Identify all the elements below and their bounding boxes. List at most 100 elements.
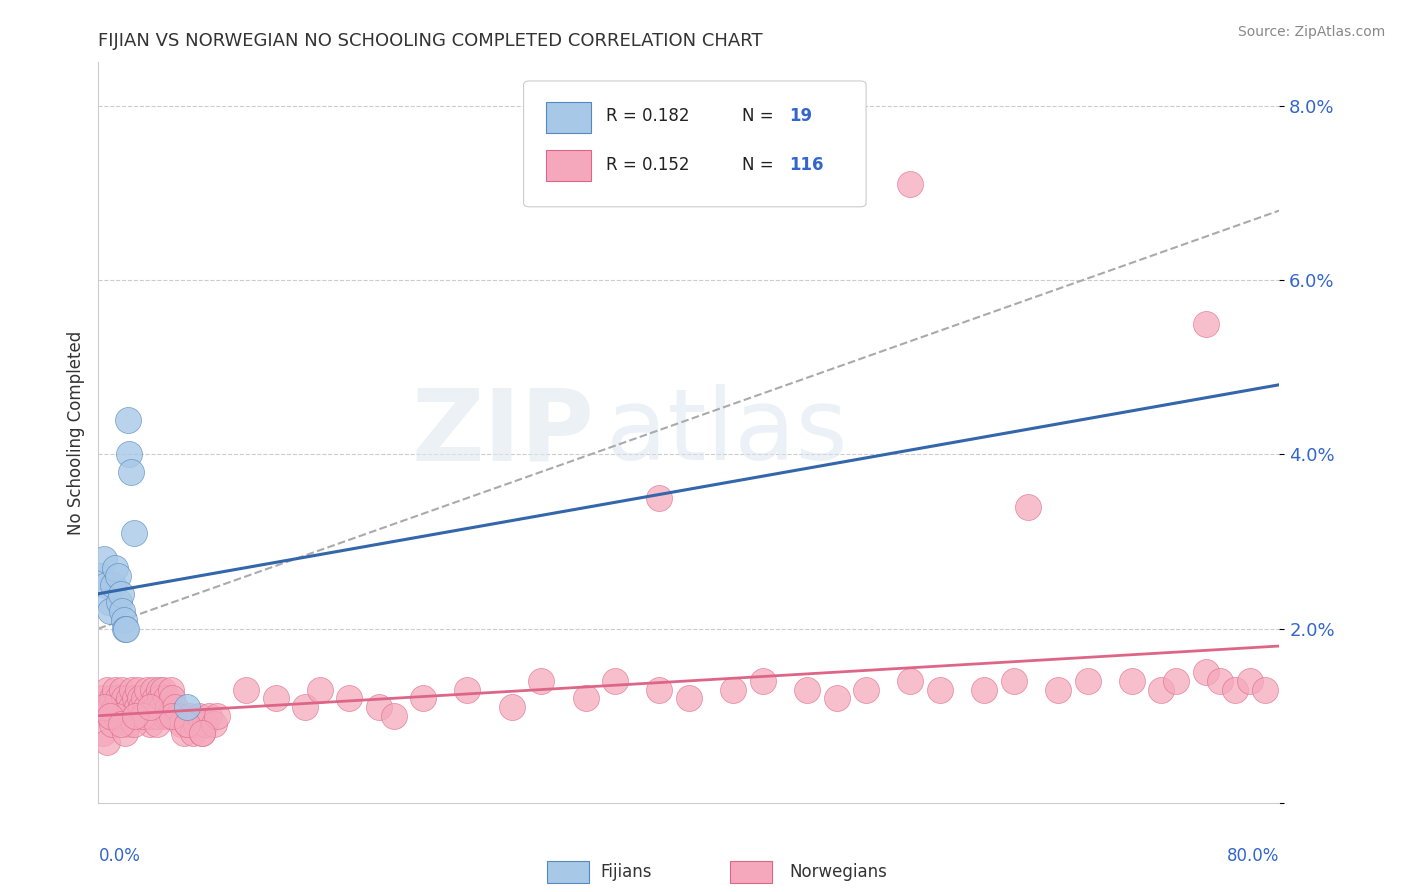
Point [1121, 673, 1143, 688]
Point [122, 525, 145, 540]
Point [141, 708, 163, 723]
Text: R = 0.152: R = 0.152 [606, 155, 690, 174]
Point [153, 708, 176, 723]
Text: R = 0.182: R = 0.182 [606, 108, 690, 126]
Point [187, 708, 209, 723]
Point [176, 717, 198, 731]
Point [173, 726, 195, 740]
Point [115, 622, 138, 636]
Point [202, 717, 225, 731]
Point [139, 700, 162, 714]
Text: atlas: atlas [606, 384, 848, 481]
Point [94, 700, 117, 714]
Point [118, 691, 141, 706]
Point [339, 691, 361, 706]
Point [128, 691, 150, 706]
Point [156, 700, 179, 714]
Point [125, 700, 148, 714]
Point [1002, 673, 1025, 688]
Text: Fijians: Fijians [600, 863, 652, 880]
Point [162, 691, 183, 706]
Point [152, 682, 174, 697]
Point [114, 726, 136, 740]
Point [1254, 682, 1277, 697]
Point [110, 587, 132, 601]
Point [148, 682, 170, 697]
Point [93, 700, 115, 714]
Point [132, 708, 155, 723]
Point [120, 465, 142, 479]
Point [89, 569, 111, 583]
Point [100, 691, 122, 706]
Point [1018, 500, 1040, 514]
FancyBboxPatch shape [523, 81, 866, 207]
Point [575, 691, 598, 706]
Point [159, 682, 181, 697]
Point [309, 682, 332, 697]
Point [139, 717, 162, 731]
Point [94, 578, 117, 592]
Point [110, 717, 132, 731]
Point [1239, 673, 1261, 688]
Point [96, 682, 118, 697]
Point [97, 708, 120, 723]
Text: ZIP: ZIP [412, 384, 595, 481]
Point [129, 700, 152, 714]
Point [143, 691, 166, 706]
Point [118, 447, 141, 461]
Point [648, 682, 671, 697]
Point [723, 682, 745, 697]
Point [104, 700, 127, 714]
Point [105, 708, 128, 723]
Point [112, 613, 135, 627]
Point [96, 735, 118, 749]
Point [191, 726, 214, 740]
Point [98, 708, 121, 723]
Point [142, 682, 165, 697]
Point [132, 708, 155, 723]
Point [136, 682, 159, 697]
Point [150, 700, 173, 714]
Point [124, 708, 146, 723]
Point [91, 691, 114, 706]
Point [107, 569, 129, 583]
Point [1166, 673, 1188, 688]
Point [117, 412, 139, 426]
Point [122, 717, 145, 731]
Point [167, 708, 190, 723]
Point [235, 682, 257, 697]
Bar [730, 861, 772, 883]
Point [100, 717, 122, 731]
Point [929, 682, 952, 697]
Point [162, 708, 183, 723]
Text: 0.0%: 0.0% [98, 847, 141, 865]
Point [900, 673, 922, 688]
Point [112, 691, 135, 706]
Text: Norwegians: Norwegians [789, 863, 887, 880]
Point [107, 691, 129, 706]
Point [648, 491, 671, 505]
Point [1046, 682, 1070, 697]
Point [501, 700, 523, 714]
Text: 116: 116 [789, 155, 824, 174]
Point [900, 178, 922, 192]
Point [1195, 317, 1218, 331]
Point [115, 708, 138, 723]
Point [122, 708, 145, 723]
Point [181, 726, 204, 740]
Text: N =: N = [742, 155, 773, 174]
Point [382, 708, 405, 723]
Point [135, 700, 157, 714]
Point [368, 700, 391, 714]
Point [98, 700, 121, 714]
Point [108, 700, 131, 714]
Text: 80.0%: 80.0% [1227, 847, 1279, 865]
Point [796, 682, 818, 697]
Point [973, 682, 995, 697]
Point [120, 700, 142, 714]
Point [530, 673, 553, 688]
Point [104, 560, 127, 574]
Point [146, 717, 169, 731]
Point [124, 691, 146, 706]
Point [165, 700, 187, 714]
